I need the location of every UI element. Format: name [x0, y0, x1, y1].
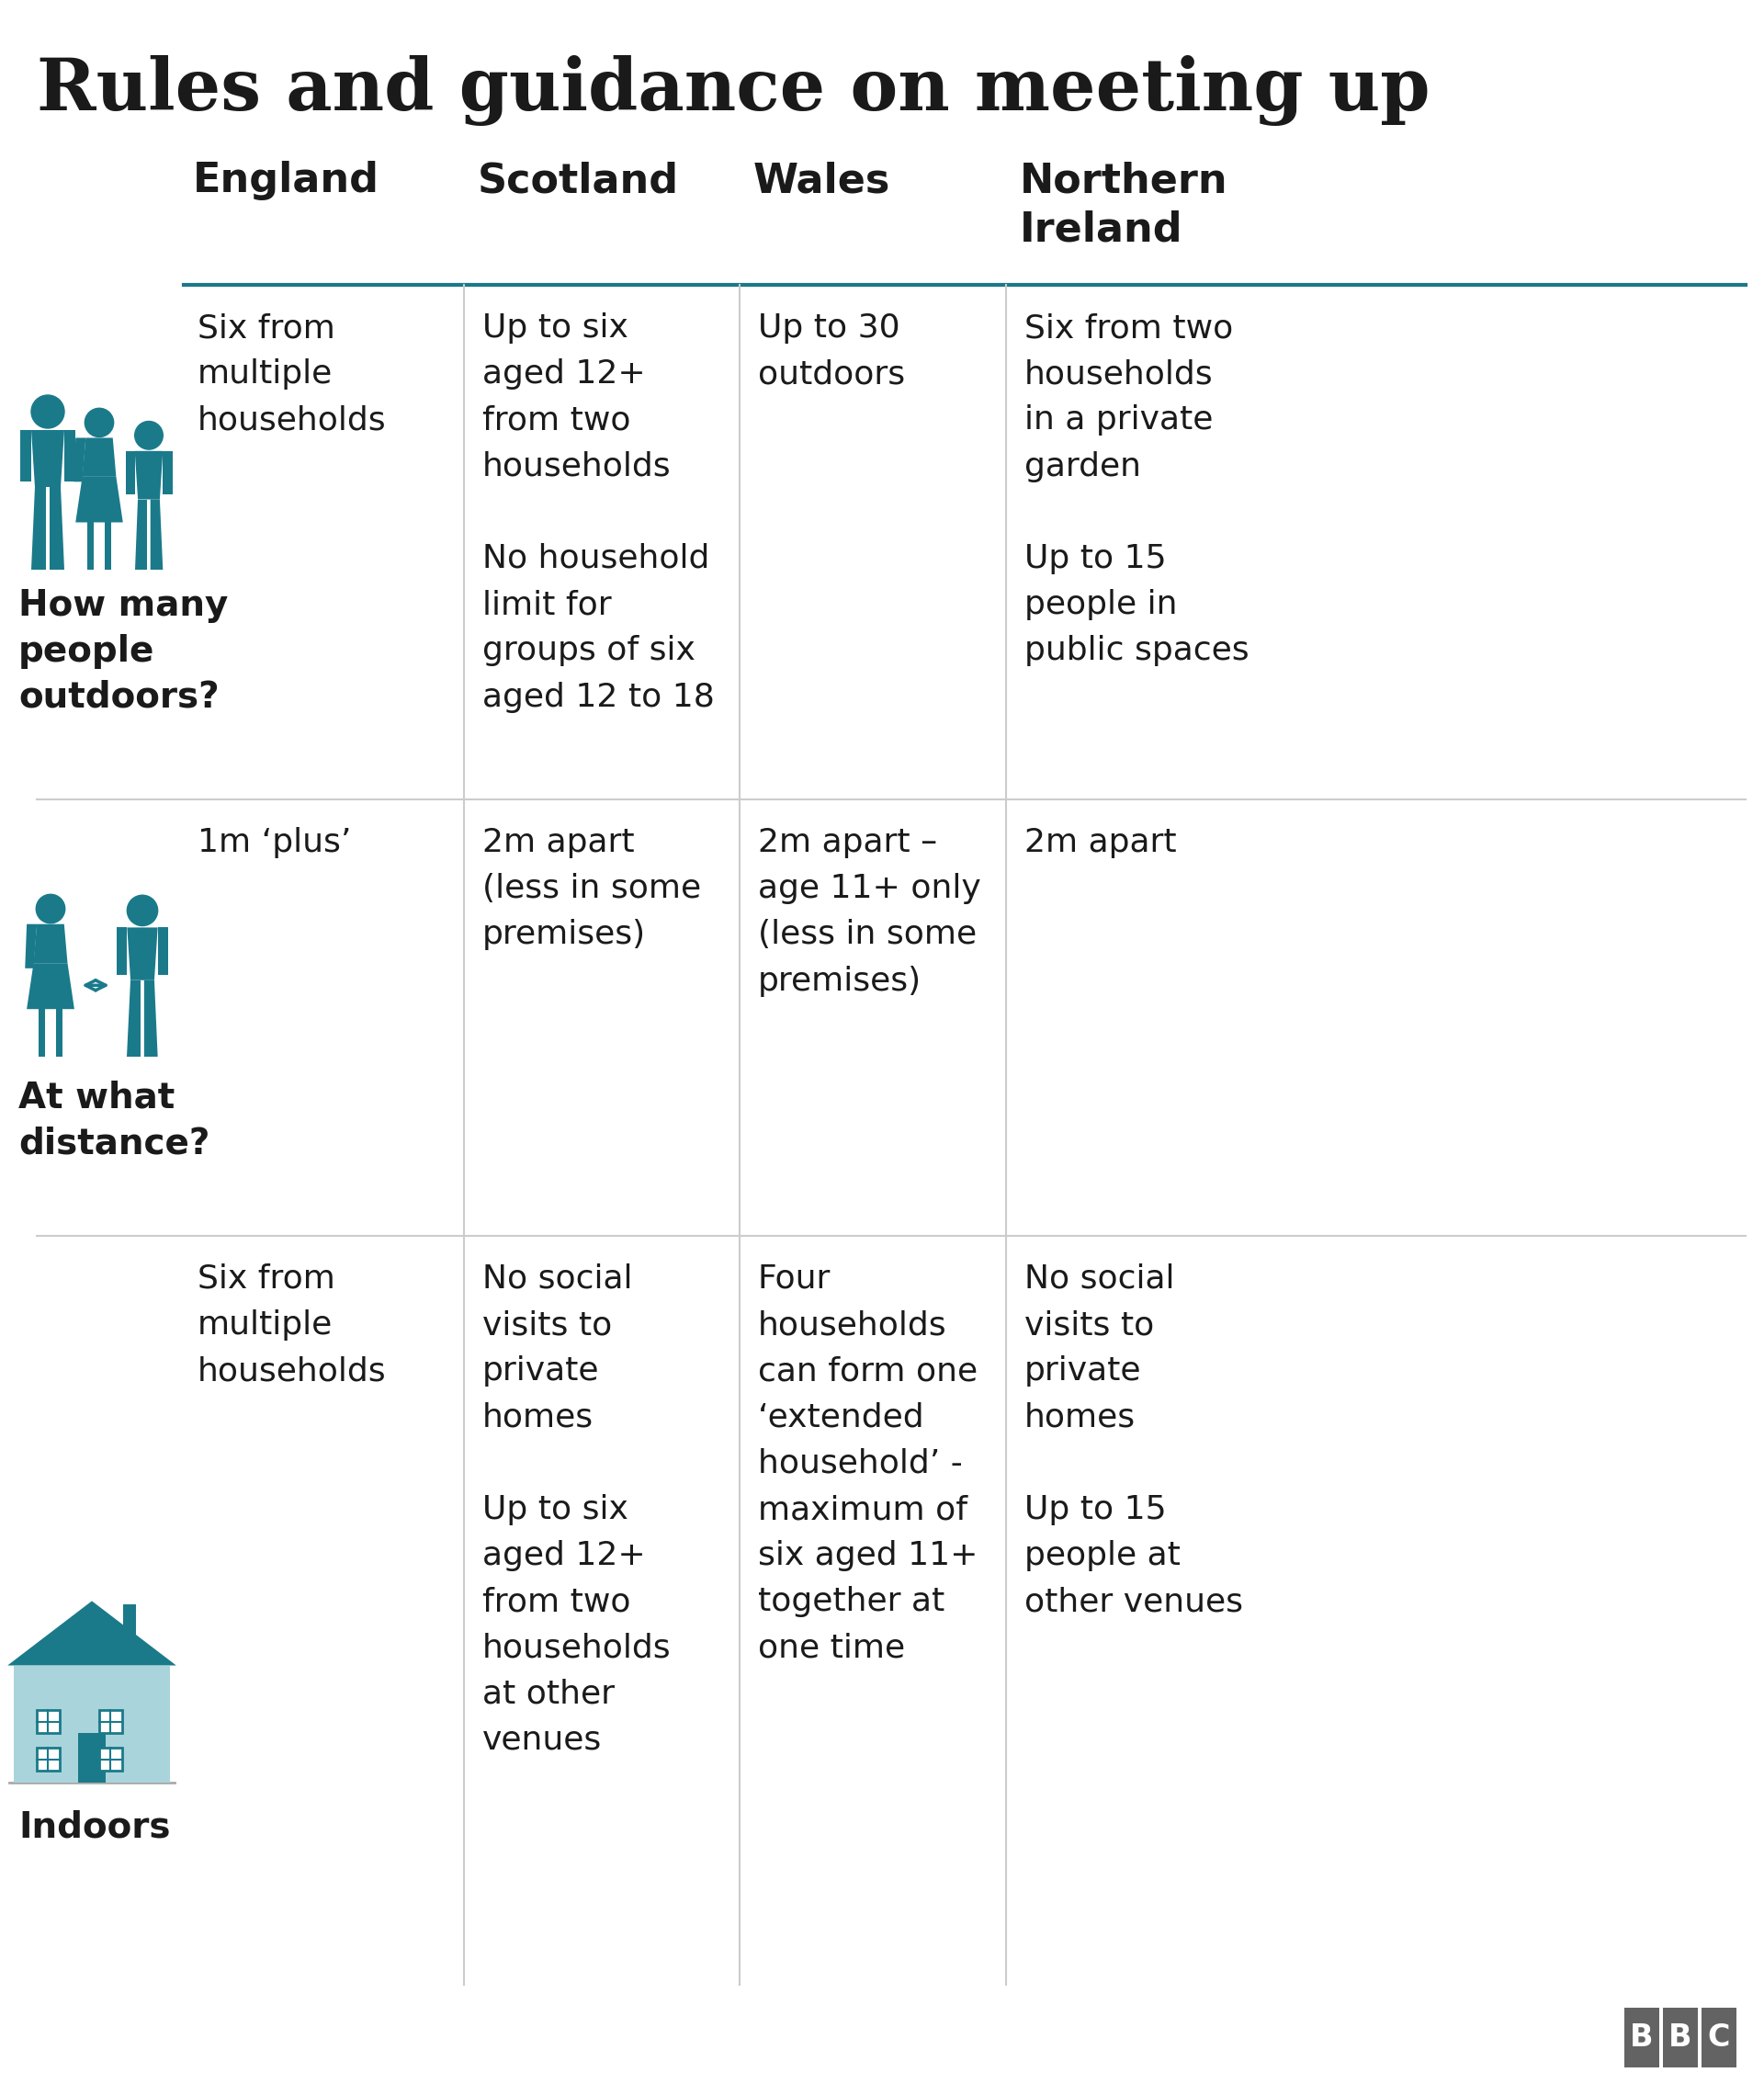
- Text: Four
households
can form one
‘extended
household’ -
maximum of
six aged 11+
toge: Four households can form one ‘extended h…: [759, 1263, 977, 1663]
- Text: Rules and guidance on meeting up: Rules and guidance on meeting up: [37, 54, 1431, 126]
- Text: Northern
Ireland: Northern Ireland: [1020, 161, 1228, 249]
- Text: How many
people
outdoors?: How many people outdoors?: [18, 589, 228, 714]
- Text: B: B: [1669, 2022, 1692, 2053]
- Polygon shape: [99, 1710, 122, 1733]
- Text: 1m ‘plus’: 1m ‘plus’: [198, 828, 351, 859]
- Circle shape: [134, 421, 162, 450]
- Polygon shape: [99, 1747, 122, 1770]
- Polygon shape: [34, 924, 67, 964]
- Polygon shape: [26, 964, 74, 1010]
- Polygon shape: [127, 980, 141, 1056]
- Text: Scotland: Scotland: [478, 161, 679, 201]
- Polygon shape: [32, 486, 46, 570]
- Circle shape: [85, 409, 113, 438]
- Polygon shape: [37, 1710, 60, 1733]
- Circle shape: [127, 895, 157, 926]
- FancyBboxPatch shape: [1663, 2007, 1697, 2068]
- Polygon shape: [104, 522, 111, 570]
- Polygon shape: [134, 450, 162, 499]
- Text: No social
visits to
private
homes

Up to 15
people at
other venues: No social visits to private homes Up to …: [1025, 1263, 1244, 1617]
- Polygon shape: [145, 980, 157, 1056]
- Polygon shape: [56, 1010, 62, 1056]
- Polygon shape: [134, 499, 146, 570]
- Polygon shape: [19, 429, 32, 482]
- Polygon shape: [162, 450, 173, 494]
- Text: 2m apart –
age 11+ only
(less in some
premises): 2m apart – age 11+ only (less in some pr…: [759, 828, 981, 997]
- Text: Wales: Wales: [753, 161, 891, 201]
- Polygon shape: [25, 924, 37, 968]
- FancyBboxPatch shape: [1702, 2007, 1736, 2068]
- Polygon shape: [49, 486, 64, 570]
- Text: At what
distance?: At what distance?: [18, 1079, 210, 1161]
- Text: C: C: [1708, 2022, 1730, 2053]
- Polygon shape: [37, 1747, 60, 1770]
- Polygon shape: [32, 429, 64, 486]
- Polygon shape: [123, 1605, 136, 1636]
- Text: 2m apart: 2m apart: [1025, 828, 1177, 859]
- Polygon shape: [127, 928, 157, 980]
- Polygon shape: [78, 1733, 106, 1783]
- Circle shape: [32, 396, 64, 427]
- Text: Up to six
aged 12+
from two
households

No household
limit for
groups of six
age: Up to six aged 12+ from two households N…: [482, 312, 714, 712]
- Polygon shape: [116, 928, 127, 974]
- Polygon shape: [88, 522, 93, 570]
- Text: Up to 30
outdoors: Up to 30 outdoors: [759, 312, 905, 390]
- FancyBboxPatch shape: [1625, 2007, 1660, 2068]
- Polygon shape: [76, 478, 123, 522]
- Polygon shape: [14, 1666, 169, 1783]
- Text: No social
visits to
private
homes

Up to six
aged 12+
from two
households
at oth: No social visits to private homes Up to …: [482, 1263, 672, 1756]
- Polygon shape: [74, 438, 86, 482]
- Polygon shape: [125, 450, 134, 494]
- Circle shape: [35, 895, 65, 924]
- Polygon shape: [39, 1010, 46, 1056]
- Polygon shape: [157, 928, 168, 974]
- Text: Six from
multiple
households: Six from multiple households: [198, 1263, 386, 1387]
- Text: 2m apart
(less in some
premises): 2m apart (less in some premises): [482, 828, 700, 951]
- Text: Six from two
households
in a private
garden

Up to 15
people in
public spaces: Six from two households in a private gar…: [1025, 312, 1249, 666]
- Text: Six from
multiple
households: Six from multiple households: [198, 312, 386, 436]
- Text: B: B: [1630, 2022, 1653, 2053]
- Polygon shape: [150, 499, 162, 570]
- Polygon shape: [64, 429, 76, 482]
- Polygon shape: [83, 438, 116, 478]
- Text: Indoors: Indoors: [18, 1810, 171, 1846]
- Text: England: England: [192, 161, 379, 201]
- Polygon shape: [7, 1601, 176, 1666]
